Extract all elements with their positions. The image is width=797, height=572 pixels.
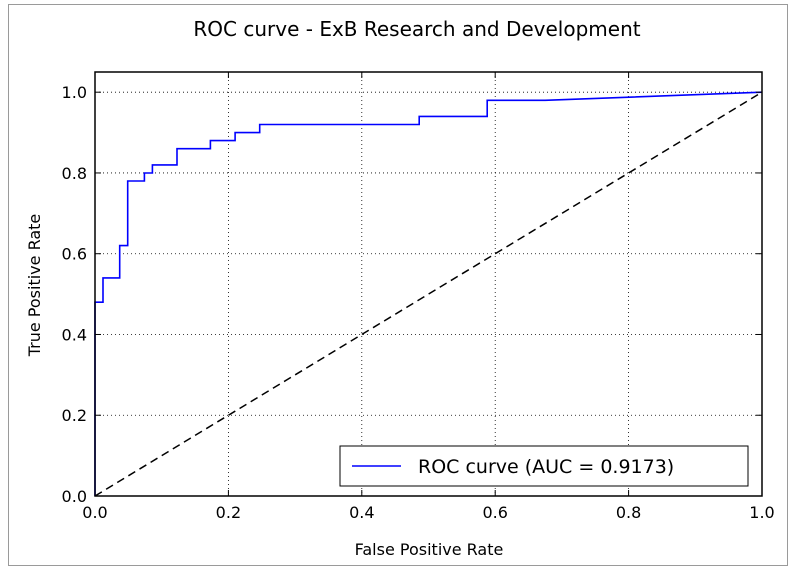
- y-tick-label: 0.0: [62, 487, 87, 506]
- tick-layer: 0.0 0.2 0.4 0.6 0.8 1.0 0.0 0.2 0.4 0.6 0.8 1.0: [62, 72, 775, 522]
- x-tick-label: 0.8: [616, 503, 641, 522]
- y-tick-label: 0.6: [62, 245, 87, 264]
- x-tick-label: 0.4: [349, 503, 374, 522]
- x-tick-label: 0.2: [216, 503, 241, 522]
- x-tick-label: 1.0: [749, 503, 774, 522]
- y-tick-label: 0.8: [62, 164, 87, 183]
- plot-area: [94, 71, 763, 497]
- legend: ROC curve (AUC = 0.9173): [339, 445, 749, 487]
- x-tick-label: 0.6: [482, 503, 507, 522]
- chance-diagonal-line: [94, 91, 763, 497]
- series-layer: [94, 91, 763, 497]
- y-tick-label: 0.2: [62, 406, 87, 425]
- x-axis-label: False Positive Rate: [355, 540, 504, 559]
- grid-layer: [94, 72, 763, 497]
- y-tick-label: 0.4: [62, 325, 87, 344]
- roc-curve-line: [94, 91, 763, 496]
- x-tick-label: 0.0: [82, 503, 107, 522]
- legend-label: ROC curve (AUC = 0.9173): [418, 456, 674, 478]
- chart-title: ROC curve - ExB Research and Development: [193, 17, 640, 41]
- y-tick-label: 1.0: [62, 83, 87, 102]
- y-axis-label: True Positive Rate: [25, 214, 44, 358]
- legend-box: [339, 445, 749, 487]
